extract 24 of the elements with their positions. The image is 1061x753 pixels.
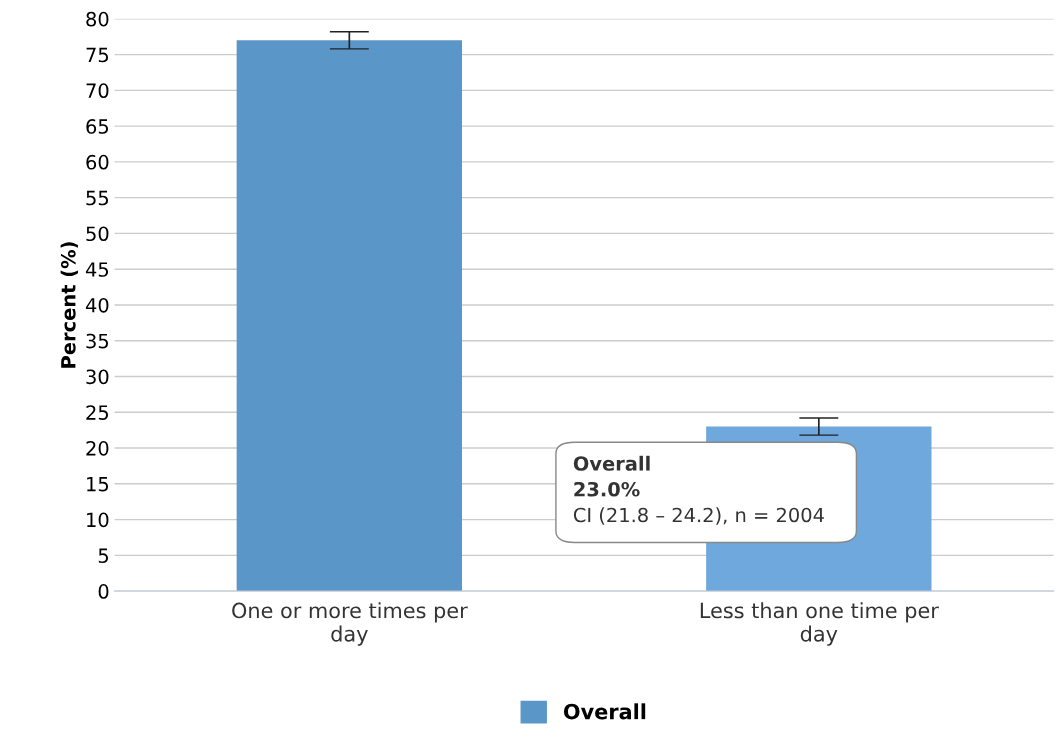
x-tick-label: One or more times per day <box>232 602 468 646</box>
y-axis-title: Percent (%) <box>60 242 78 368</box>
y-tick-label: 80 <box>86 11 109 27</box>
y-tick-label: 70 <box>86 83 109 99</box>
y-tick-label: 5 <box>98 548 109 563</box>
y-tick-label: 10 <box>87 512 109 528</box>
y-tick-label: 60 <box>86 154 109 170</box>
annotation: 23.0% <box>574 481 640 497</box>
y-tick-label: 75 <box>86 47 109 63</box>
y-tick-label: 55 <box>86 190 109 206</box>
y-tick-label: 0 <box>98 584 109 599</box>
y-tick-label: 35 <box>86 333 109 349</box>
annotation: Overall <box>573 455 650 471</box>
y-tick-label: 30 <box>86 369 109 385</box>
x-tick-label: Less than one time per day <box>700 602 939 646</box>
y-tick-label: 15 <box>87 477 109 492</box>
y-tick-label: 50 <box>86 226 109 242</box>
y-tick-label: 20 <box>86 440 109 456</box>
y-tick-label: 25 <box>86 405 109 420</box>
y-tick-label: 40 <box>85 297 109 313</box>
y-tick-label: 45 <box>85 262 109 277</box>
annotation: CI (21.8 – 24.2), n = 2004 <box>573 507 824 525</box>
legend-label: Overall <box>563 703 646 720</box>
y-tick-label: 65 <box>86 119 109 134</box>
